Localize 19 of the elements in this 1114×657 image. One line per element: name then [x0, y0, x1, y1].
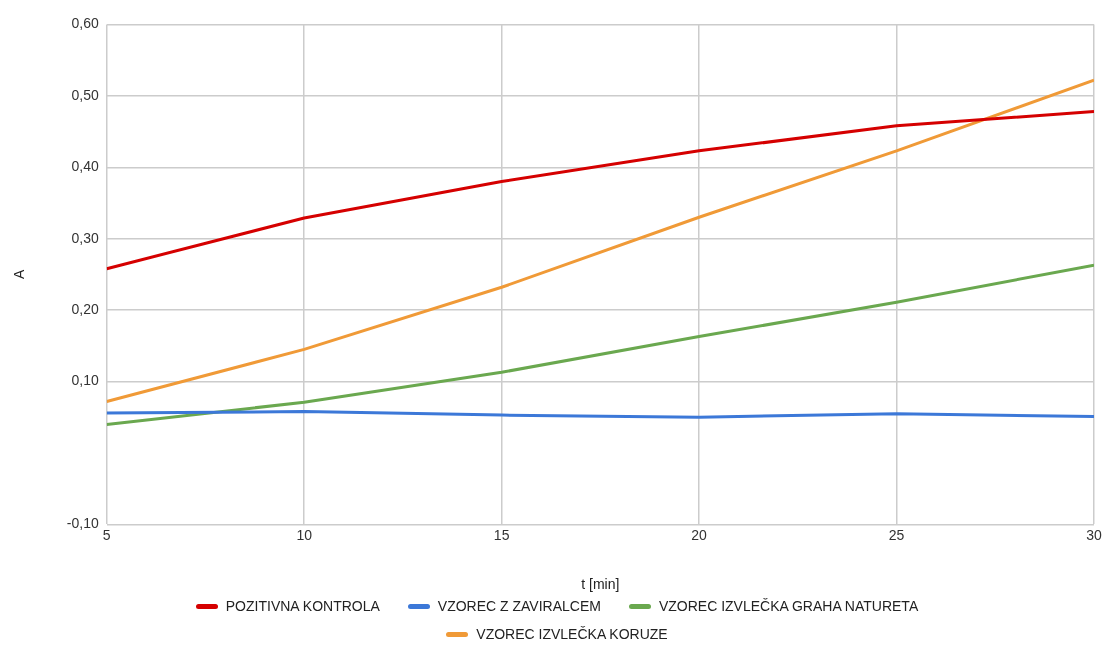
- x-axis-title: t [min]: [581, 576, 620, 593]
- legend-label: VZOREC Z ZAVIRALCEM: [437, 598, 601, 614]
- legend-label: VZOREC IZVLEČKA KORUZE: [476, 626, 668, 642]
- y-tick-label: 0,20: [71, 300, 99, 317]
- y-axis-title: A: [11, 269, 28, 280]
- y-tick-label: 0,30: [71, 229, 99, 246]
- x-tick-label: 30: [1086, 526, 1102, 543]
- x-tick-label: 20: [691, 526, 708, 543]
- x-tick-label: 10: [296, 526, 313, 543]
- y-tick-label: 0,40: [71, 158, 99, 175]
- y-tick-label: -0,10: [66, 515, 99, 532]
- y-tick-label: 0,50: [71, 86, 99, 103]
- x-tick-label: 25: [888, 526, 905, 543]
- x-tick-label: 5: [102, 526, 111, 543]
- legend-label: POZITIVNA KONTROLA: [225, 598, 380, 614]
- y-tick-label: 0,10: [71, 372, 99, 389]
- y-tick-label: 0,60: [71, 15, 99, 32]
- legend-label: VZOREC IZVLEČKA GRAHA NATURETA: [658, 598, 919, 614]
- x-tick-label: 15: [493, 526, 510, 543]
